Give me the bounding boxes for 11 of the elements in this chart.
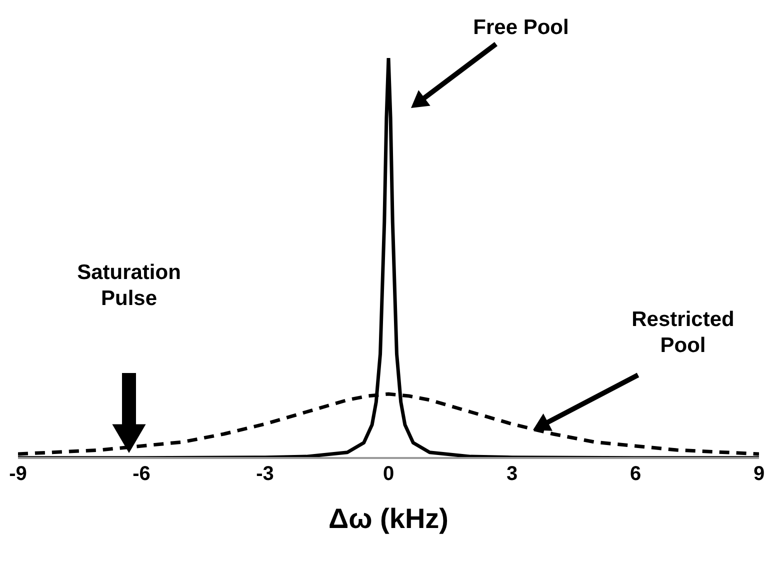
x-tick-label: -9 [9,463,27,486]
annotation: Restricted Pool [632,308,734,357]
text: Free Pool [473,16,569,39]
x-tick-label: -6 [132,463,150,486]
annotation: Saturation Pulse [77,261,181,310]
x-tick-label: -3 [256,463,274,486]
x-axis-title: Δω (kHz) [328,503,448,534]
x-tick-label: 0 [382,463,394,486]
x-tick-label: 6 [630,463,642,486]
x-tick-label: 3 [506,463,518,486]
x-tick-label: 9 [753,463,765,486]
